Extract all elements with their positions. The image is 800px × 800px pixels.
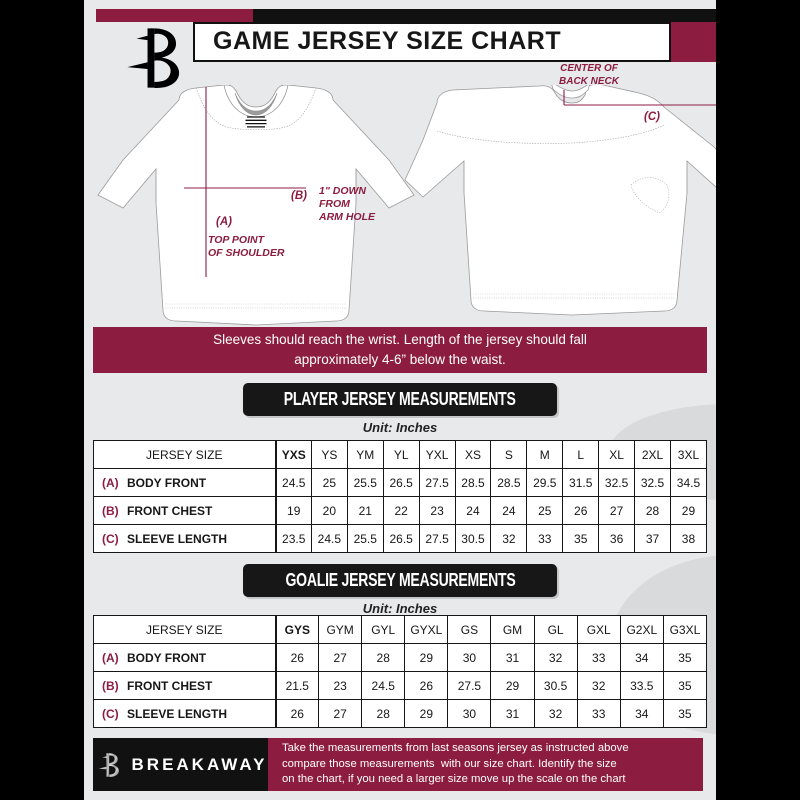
svg-text:OF SHOULDER: OF SHOULDER <box>208 247 285 259</box>
svg-text:(C): (C) <box>644 111 660 123</box>
svg-text:ARM HOLE: ARM HOLE <box>318 211 376 223</box>
svg-text:(B): (B) <box>291 190 307 202</box>
svg-text:(A): (A) <box>216 216 232 228</box>
svg-text:TOP POINT: TOP POINT <box>208 234 266 246</box>
svg-text:FROM: FROM <box>319 198 350 210</box>
svg-text:1" DOWN: 1" DOWN <box>319 185 366 197</box>
